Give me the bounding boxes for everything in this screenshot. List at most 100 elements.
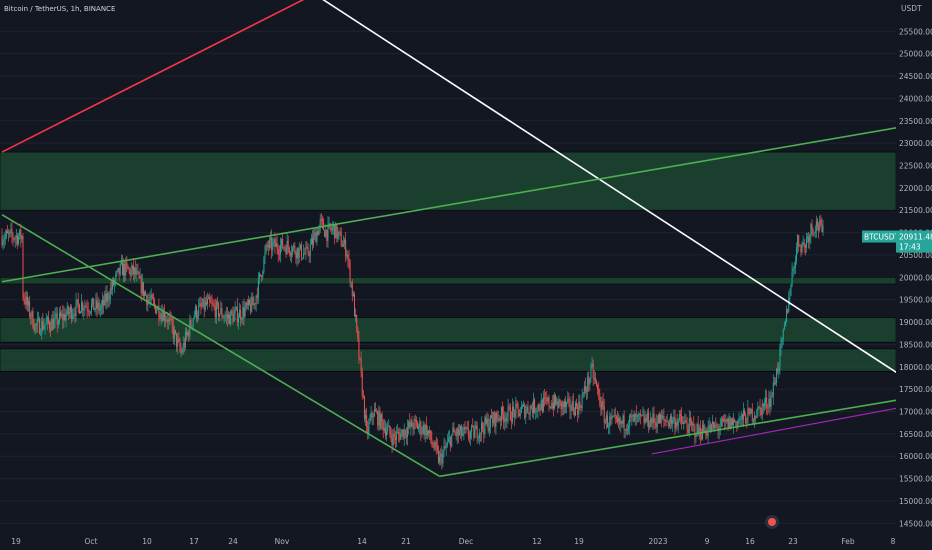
candle-body [60,312,62,317]
candle-body [5,231,7,236]
candle-body [667,420,669,427]
candle-body [237,317,239,323]
candle-body [150,294,152,300]
candle-body [660,414,662,424]
candle-body [243,306,245,317]
red-trendline [1,0,305,153]
candle-body [205,301,207,305]
candle-body [408,421,410,428]
candle-body [692,423,694,425]
candle-body [349,261,351,283]
candle-body [657,414,659,424]
candle-body [542,397,544,412]
candle-body [577,406,579,415]
x-tick-label: 19 [11,537,21,546]
candle-body [136,271,138,276]
candle-body [735,421,737,423]
candle-body [151,294,153,299]
candle-body [704,430,706,432]
y-tick-label: 24000.00 [899,94,932,103]
candle-body [706,435,708,437]
candle-body [304,253,306,255]
candle-body [568,398,570,400]
x-tick-label: 23 [788,537,798,546]
candle-body [749,408,751,414]
candle-body [225,314,227,316]
candle-body [232,313,234,322]
candle-body [618,418,620,422]
candle-body [664,419,666,421]
candle-body [220,308,222,314]
candle-body [305,247,307,254]
candle-body [387,427,389,432]
candle-body [703,424,705,432]
candle-body [214,306,216,318]
y-tick-label: 14500.00 [899,519,932,528]
candle-body [267,245,269,248]
x-tick-label: 17 [189,537,199,546]
candle-body [320,219,322,220]
candle-body [87,309,89,312]
candle-body [600,404,602,410]
candle-body [102,299,104,306]
candle-body [747,408,749,424]
candle-body [252,297,254,306]
candle-body [715,424,717,426]
candle-body [674,416,676,429]
x-tick-label: 14 [357,537,367,546]
candle-body [631,416,633,418]
candle-body [28,301,30,306]
candle-body [126,262,128,266]
y-tick-label: 22500.00 [899,161,932,170]
candle-body [421,431,423,434]
candle-body [8,233,10,234]
candle-body [554,395,555,409]
candle-body [820,219,822,225]
candle-body [658,414,660,424]
candle-body [712,421,714,425]
y-tick-label: 23500.00 [899,117,932,126]
candle-body [130,269,132,276]
candle-body [782,329,784,339]
candle-body [186,332,188,335]
candle-body [94,308,96,311]
candle-body [276,242,278,250]
candle-body [314,232,316,236]
candle-body [194,306,196,315]
candle-body [25,296,27,305]
candle-body [99,308,101,311]
candle-body [415,420,417,424]
candle-body [244,308,246,317]
candle-body [549,406,551,408]
candle-body [14,237,16,240]
candle-body [802,242,804,244]
y-tick-label: 20000.00 [899,273,932,282]
candle-body [254,303,256,305]
candle-body [260,274,262,276]
candle-body [783,325,785,330]
candle-body [781,338,783,341]
candle-body [563,401,565,408]
candle-body [253,303,255,306]
candle-body [544,397,546,399]
candle-body [643,414,645,424]
candle-body [340,232,342,247]
candle-body [187,331,189,335]
candle-body [308,254,310,256]
candle-body [74,313,76,316]
candle-body [31,311,33,318]
candle-body [671,416,673,425]
candle-body [479,432,481,434]
candle-body [54,315,56,320]
candle-body [197,315,199,319]
candle-body [199,303,201,306]
candle-body [420,422,422,434]
candle-body [138,272,140,279]
candle-body [789,295,791,298]
candle-body [104,293,106,306]
candle-body [805,238,807,248]
candle-body [9,231,11,234]
candle-body [766,397,768,408]
candle-body [139,276,141,279]
